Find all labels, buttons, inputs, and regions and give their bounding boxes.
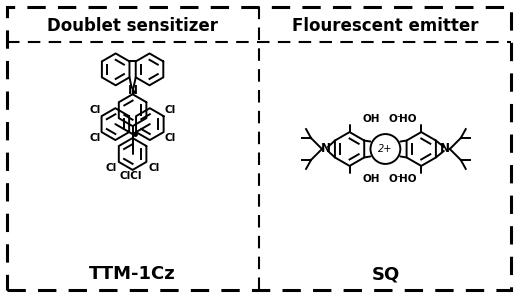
Text: Cl: Cl [148, 163, 160, 173]
Text: N: N [440, 143, 450, 156]
Text: TTM-1Cz: TTM-1Cz [89, 266, 176, 283]
Text: Cl: Cl [106, 163, 117, 173]
Text: HO: HO [398, 174, 416, 184]
Text: Cl: Cl [165, 133, 176, 143]
Text: Doublet sensitizer: Doublet sensitizer [47, 17, 218, 34]
Text: Cl: Cl [89, 105, 100, 115]
Text: Cl: Cl [89, 133, 100, 143]
Text: Flourescent emitter: Flourescent emitter [292, 17, 479, 34]
Text: OH: OH [363, 174, 380, 184]
Text: O⁻: O⁻ [388, 174, 402, 184]
Text: HO: HO [398, 114, 416, 124]
Text: OH: OH [363, 114, 380, 124]
Text: O⁻: O⁻ [388, 114, 402, 124]
Text: SQ: SQ [371, 266, 399, 283]
Text: N: N [127, 84, 138, 97]
Text: N: N [321, 143, 331, 156]
Text: ClCl: ClCl [119, 171, 142, 181]
Text: Cl: Cl [165, 105, 176, 115]
Text: 2+: 2+ [378, 144, 393, 154]
